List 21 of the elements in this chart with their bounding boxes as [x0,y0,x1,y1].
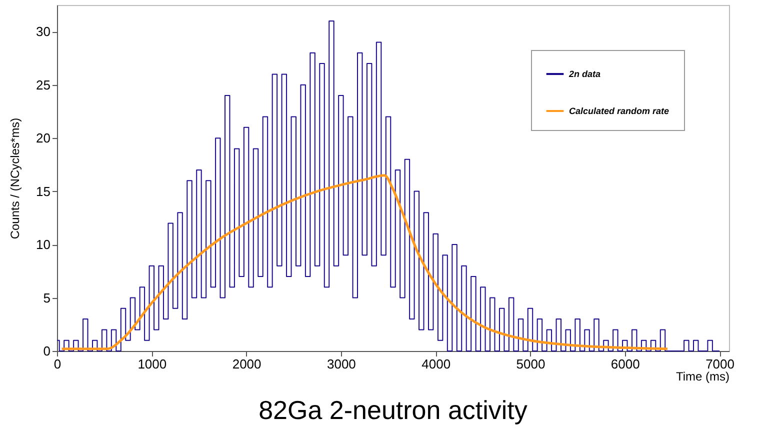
x-tick-label: 5000 [516,356,546,372]
y-tick-label: 0 [43,344,50,358]
legend-label: 2n data [568,69,601,79]
x-axis-title: Time (ms) [676,370,730,384]
y-axis-title: Counts / (NCycles*ms) [8,118,22,240]
y-tick-label: 10 [36,237,50,252]
y-tick-label: 20 [36,130,50,146]
x-tick-label: 7000 [706,356,734,372]
y-tick-label: 25 [36,77,50,92]
x-tick-label: 3000 [326,356,356,372]
x-tick-label: 6000 [610,356,640,372]
x-tick-label: 1000 [138,356,167,372]
line-series [60,174,669,350]
x-tick-label: 2000 [232,356,262,372]
legend-label: Calculated random rate [569,106,670,116]
y-tick-label: 5 [43,290,50,306]
text: 82Ga 2-neutron activity [258,395,528,425]
y-tick-label: 15 [36,184,50,199]
x-tick-label: 0 [54,356,62,372]
x-tick-label: 4000 [422,356,451,372]
y-tick-label: 30 [36,24,50,40]
